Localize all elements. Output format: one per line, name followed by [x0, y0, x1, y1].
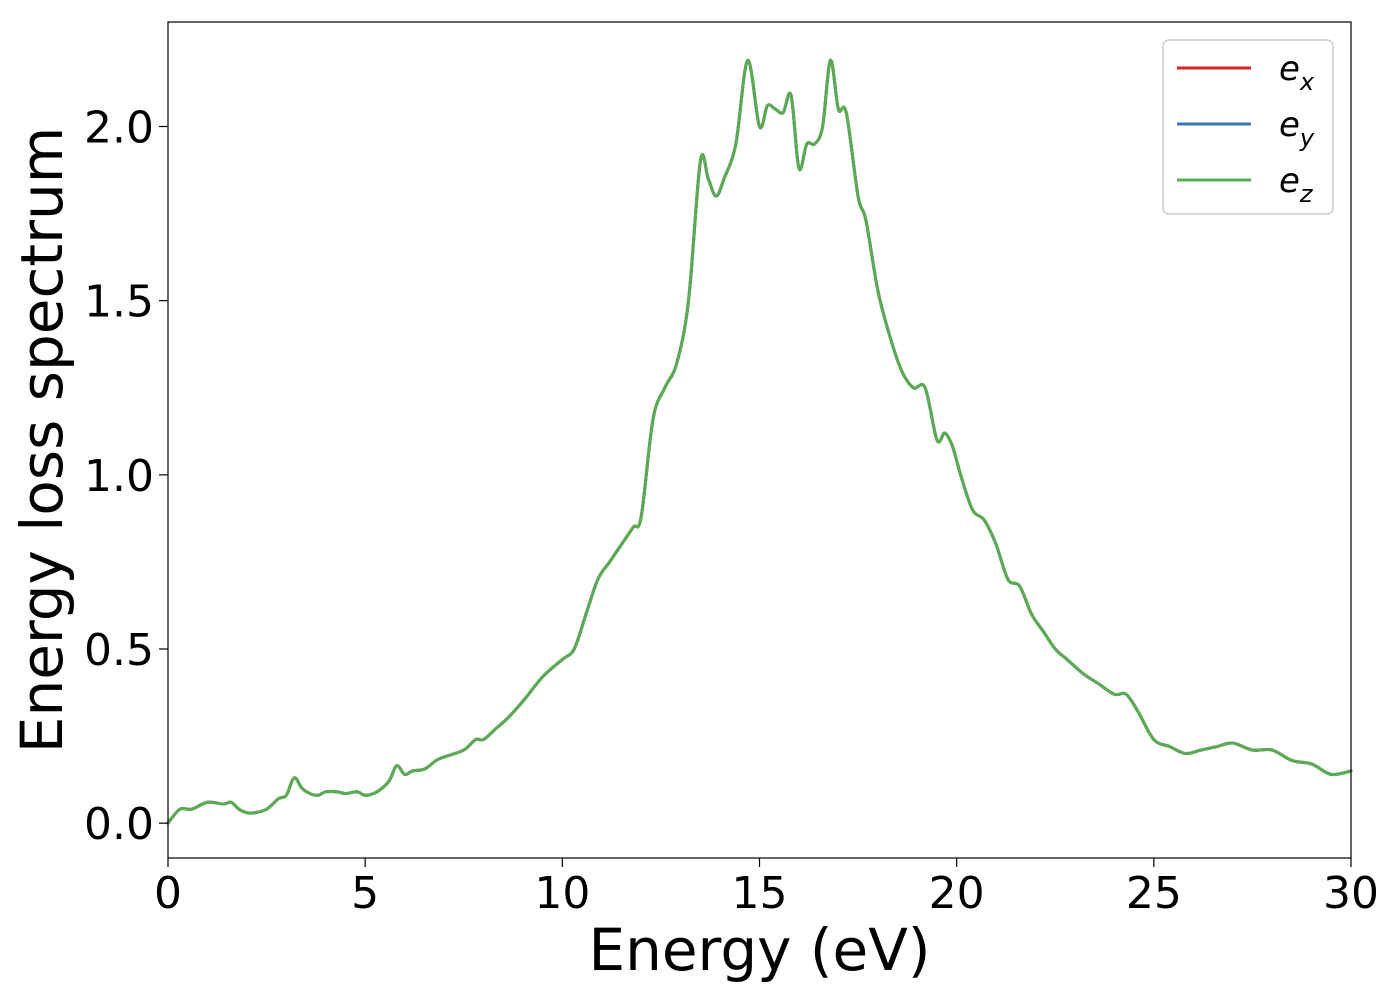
x-tick-label: 5	[351, 868, 379, 919]
legend-label-x: ex	[1279, 49, 1315, 96]
y-tick-label: 2.0	[84, 103, 154, 154]
series-line-ez	[166, 58, 1353, 825]
legend-label-base: e	[1279, 161, 1300, 201]
x-tick-label: 15	[732, 868, 788, 919]
legend-label-sub: x	[1299, 68, 1315, 96]
legend-label-base: e	[1279, 105, 1300, 145]
legend-label-sub: y	[1299, 124, 1315, 152]
x-tick-label: 0	[154, 868, 182, 919]
y-axis: 0.0 0.5 1.0 1.5 2.0	[84, 103, 168, 850]
y-tick-label: 1.5	[84, 277, 154, 328]
x-tick-label: 20	[929, 868, 985, 919]
x-tick-label: 30	[1323, 868, 1379, 919]
y-axis-label: Energy loss spectrum	[8, 127, 76, 753]
x-tick-label: 25	[1126, 868, 1182, 919]
y-tick-label: 0.0	[84, 799, 154, 850]
legend-label-sub: z	[1299, 180, 1314, 208]
legend-label-y: ey	[1279, 105, 1315, 152]
legend-label-z: ez	[1279, 161, 1314, 208]
x-axis: 0 5 10 15 20 25 30	[154, 858, 1379, 919]
y-tick-label: 1.0	[84, 451, 154, 502]
legend-box	[1162, 39, 1334, 215]
series-layer	[166, 58, 1353, 825]
x-axis-label: Energy (eV)	[588, 916, 930, 984]
legend-label-base: e	[1279, 49, 1300, 89]
y-tick-label: 0.5	[84, 625, 154, 676]
x-tick-label: 10	[534, 868, 590, 919]
